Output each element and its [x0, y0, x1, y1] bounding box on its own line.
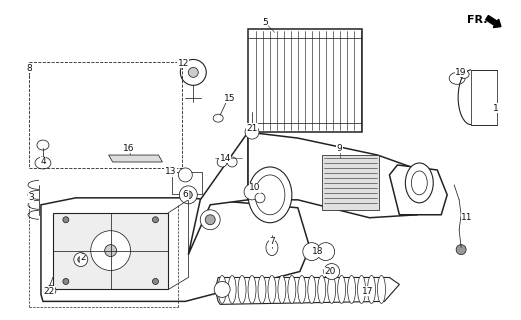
Text: 12: 12 — [178, 59, 189, 68]
Ellipse shape — [248, 167, 292, 223]
Polygon shape — [215, 277, 400, 304]
Text: 22: 22 — [43, 287, 55, 296]
Ellipse shape — [244, 184, 260, 200]
Ellipse shape — [357, 276, 366, 303]
Ellipse shape — [78, 257, 84, 262]
Text: 8: 8 — [26, 64, 32, 73]
Text: 20: 20 — [324, 267, 336, 276]
Bar — [322, 155, 379, 210]
Ellipse shape — [218, 276, 226, 303]
Ellipse shape — [179, 186, 197, 204]
Ellipse shape — [184, 191, 192, 199]
Text: 16: 16 — [123, 144, 134, 153]
Ellipse shape — [255, 175, 285, 215]
Text: 1: 1 — [493, 104, 499, 113]
Text: 13: 13 — [165, 167, 176, 176]
Ellipse shape — [258, 276, 266, 303]
Ellipse shape — [378, 276, 386, 303]
Text: 7: 7 — [269, 237, 275, 246]
Bar — [172, 172, 202, 194]
Text: 9: 9 — [337, 144, 342, 153]
Polygon shape — [471, 70, 497, 125]
Ellipse shape — [459, 70, 469, 78]
Ellipse shape — [214, 282, 230, 297]
Ellipse shape — [308, 276, 316, 303]
Polygon shape — [389, 165, 447, 215]
Text: FR.: FR. — [467, 15, 488, 25]
Ellipse shape — [317, 243, 334, 260]
Ellipse shape — [248, 276, 256, 303]
Ellipse shape — [63, 278, 69, 284]
Ellipse shape — [74, 252, 88, 267]
Ellipse shape — [449, 72, 465, 84]
Ellipse shape — [268, 276, 276, 303]
Text: 6: 6 — [182, 190, 188, 199]
Text: 17: 17 — [362, 287, 373, 296]
Text: 10: 10 — [249, 183, 261, 192]
Text: 21: 21 — [246, 124, 258, 132]
Ellipse shape — [348, 276, 356, 303]
Ellipse shape — [288, 276, 296, 303]
FancyArrow shape — [486, 16, 501, 28]
Bar — [248, 28, 362, 132]
Ellipse shape — [227, 157, 237, 167]
Ellipse shape — [298, 276, 306, 303]
Ellipse shape — [412, 171, 427, 195]
Ellipse shape — [367, 276, 376, 303]
Ellipse shape — [318, 276, 326, 303]
Ellipse shape — [405, 163, 433, 203]
Ellipse shape — [213, 114, 223, 122]
Ellipse shape — [328, 276, 336, 303]
Ellipse shape — [35, 157, 51, 169]
Ellipse shape — [91, 231, 131, 270]
Polygon shape — [188, 132, 248, 255]
Ellipse shape — [303, 243, 321, 260]
Ellipse shape — [324, 264, 340, 279]
Ellipse shape — [217, 157, 227, 167]
Text: 19: 19 — [455, 68, 467, 77]
Ellipse shape — [255, 193, 265, 203]
Ellipse shape — [228, 276, 236, 303]
Text: 3: 3 — [28, 193, 34, 202]
Ellipse shape — [338, 276, 345, 303]
Ellipse shape — [245, 125, 259, 139]
Ellipse shape — [238, 276, 246, 303]
Ellipse shape — [266, 240, 278, 256]
Polygon shape — [109, 155, 163, 162]
Text: 4: 4 — [40, 157, 46, 166]
Ellipse shape — [46, 285, 56, 295]
Ellipse shape — [63, 217, 69, 223]
Ellipse shape — [153, 217, 158, 223]
Ellipse shape — [153, 278, 158, 284]
Ellipse shape — [456, 244, 466, 255]
Polygon shape — [53, 213, 168, 289]
Ellipse shape — [180, 60, 206, 85]
Ellipse shape — [188, 68, 199, 77]
Text: 2: 2 — [80, 253, 85, 262]
Text: 5: 5 — [262, 18, 268, 27]
Ellipse shape — [200, 210, 220, 230]
Ellipse shape — [205, 215, 215, 225]
Ellipse shape — [178, 168, 192, 182]
Ellipse shape — [278, 276, 286, 303]
Ellipse shape — [37, 140, 49, 150]
Text: 15: 15 — [225, 94, 236, 103]
Polygon shape — [248, 132, 419, 218]
Ellipse shape — [105, 244, 117, 257]
Polygon shape — [41, 198, 310, 301]
Text: 14: 14 — [219, 154, 231, 163]
Text: 18: 18 — [312, 247, 324, 256]
Text: 11: 11 — [462, 213, 473, 222]
